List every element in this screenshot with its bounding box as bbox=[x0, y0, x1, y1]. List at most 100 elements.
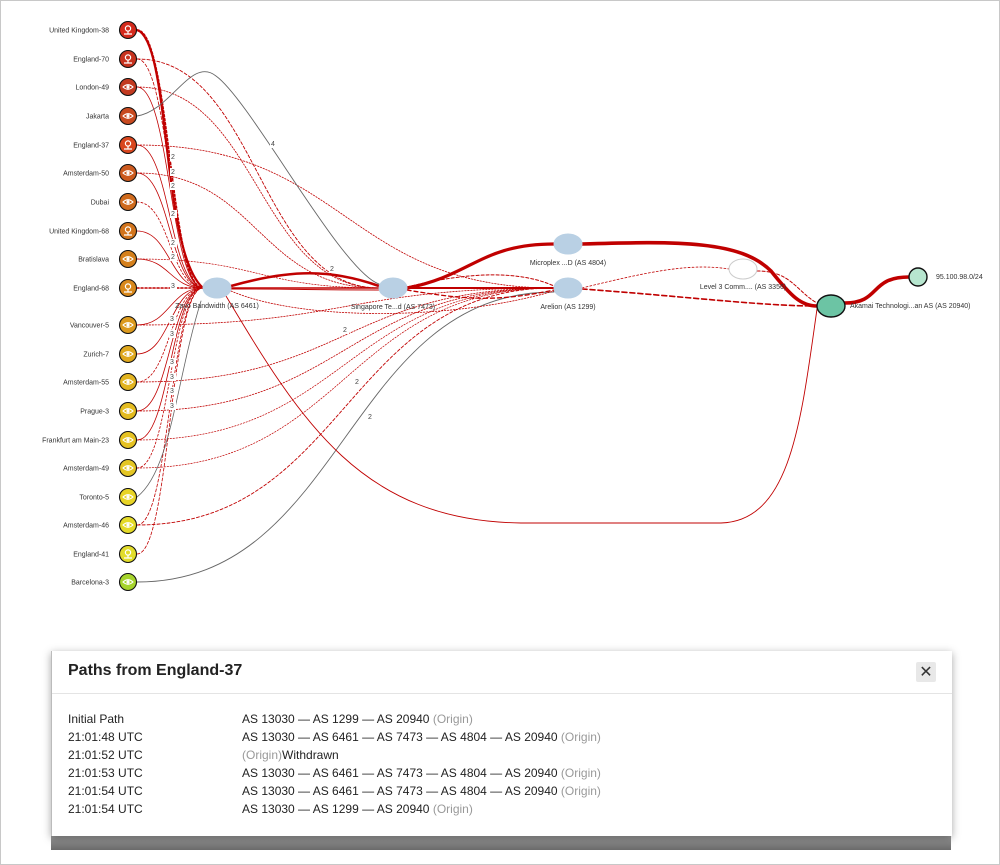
vantage-point[interactable]: United Kingdom-68 bbox=[49, 221, 138, 241]
eye-pupil bbox=[126, 114, 130, 118]
vantage-point[interactable]: London-49 bbox=[76, 77, 138, 97]
vantage-point[interactable]: Zurich-7 bbox=[83, 344, 138, 364]
path-edge bbox=[406, 274, 555, 288]
path-edge bbox=[136, 258, 204, 289]
eye-icon bbox=[122, 437, 134, 443]
eye-icon bbox=[122, 408, 134, 414]
eye-pupil bbox=[126, 200, 130, 204]
eye-outline bbox=[122, 494, 134, 500]
as-node-as1299[interactable]: Arelion (AS 1299) bbox=[540, 277, 596, 311]
vantage-point[interactable]: Vancouver-5 bbox=[70, 315, 138, 335]
eye-pupil bbox=[126, 409, 130, 413]
path-row: 21:01:48 UTC AS 13030 — AS 6461 — AS 7473… bbox=[68, 730, 928, 748]
edge-label: 3 bbox=[170, 388, 174, 395]
path-row: 21:01:54 UTC AS 13030 — AS 1299 — AS 2094… bbox=[68, 802, 928, 820]
vantage-point[interactable]: England-70 bbox=[73, 49, 138, 69]
vantage-point[interactable]: England-37 bbox=[73, 135, 138, 155]
edge-label-bg bbox=[367, 413, 374, 421]
path-edge bbox=[136, 258, 380, 289]
eye-outline bbox=[122, 408, 134, 414]
path-edge bbox=[581, 288, 818, 307]
edge-label: 2 bbox=[343, 327, 347, 334]
vantage-point[interactable]: Barcelona-3 bbox=[71, 572, 138, 592]
panel-header: Paths from England-37 ✕ bbox=[52, 651, 952, 694]
eye-pupil bbox=[126, 257, 130, 261]
path-edge bbox=[756, 270, 818, 304]
vantage-point[interactable]: England-68 bbox=[73, 278, 138, 298]
edge-label-bg bbox=[169, 330, 176, 338]
as-node-shape bbox=[553, 233, 583, 255]
pin-icon bbox=[124, 549, 132, 559]
vantage-point[interactable]: Jakarta bbox=[86, 106, 138, 126]
edge-label-bg bbox=[170, 282, 177, 290]
close-button[interactable]: ✕ bbox=[916, 662, 936, 682]
edge-label-bg bbox=[169, 358, 176, 366]
panel-title: Paths from England-37 bbox=[68, 662, 243, 679]
vantage-label: England-70 bbox=[73, 57, 109, 64]
path-edge bbox=[136, 287, 204, 469]
vantage-label: Barcelona-3 bbox=[71, 580, 109, 587]
eye-pupil bbox=[126, 466, 130, 470]
eye-outline bbox=[122, 379, 134, 385]
as-node-label: Zayo Bandwidth (AS 6461) bbox=[175, 303, 259, 310]
eye-icon bbox=[122, 84, 134, 90]
eye-outline bbox=[122, 351, 134, 357]
as-node-as7473[interactable]: Singapore Te...d (AS 7473) bbox=[351, 277, 435, 311]
path-edge bbox=[136, 287, 555, 469]
eye-pupil bbox=[126, 85, 130, 89]
row-path-group: AS 13030 — AS 6461 — AS 7473 — AS 4804 —… bbox=[242, 784, 601, 798]
vantage-marker bbox=[118, 544, 138, 564]
panel-shadow bbox=[51, 836, 951, 850]
as-node-shape bbox=[816, 294, 846, 318]
as-node-as20940[interactable]: Akamai Technologi...an AS (AS 20940) bbox=[816, 294, 971, 318]
eye-icon bbox=[122, 351, 134, 357]
eye-pupil bbox=[126, 438, 130, 442]
path-edge bbox=[580, 240, 819, 308]
path-row: 21:01:52 UTC (Origin)Withdrawn bbox=[68, 748, 928, 766]
vantage-point[interactable]: Dubai bbox=[91, 192, 138, 212]
path-edge bbox=[136, 287, 204, 555]
vantage-point[interactable]: Toronto-5 bbox=[79, 487, 138, 507]
path-edge bbox=[136, 144, 555, 289]
vantage-point[interactable]: Amsterdam-50 bbox=[63, 163, 138, 183]
edge-label-bg bbox=[169, 402, 176, 410]
eye-icon bbox=[122, 522, 134, 528]
row-origin: (Origin) bbox=[560, 766, 601, 780]
vantage-point[interactable]: Amsterdam-55 bbox=[63, 372, 138, 392]
pin-base bbox=[124, 60, 132, 64]
eye-outline bbox=[122, 84, 134, 90]
path-row: 21:01:53 UTC AS 13030 — AS 6461 — AS 7473… bbox=[68, 766, 928, 784]
vantage-label: Vancouver-5 bbox=[70, 323, 109, 330]
as-node-as4804[interactable]: Microplex ...D (AS 4804) bbox=[530, 233, 606, 267]
as-node-as3356[interactable]: Level 3 Comm.... (AS 3356) bbox=[700, 258, 786, 291]
vantage-point[interactable]: United Kingdom-38 bbox=[49, 20, 138, 40]
path-edge bbox=[405, 242, 556, 290]
row-path-group: AS 13030 — AS 6461 — AS 7473 — AS 4804 —… bbox=[242, 730, 601, 744]
eye-outline bbox=[122, 199, 134, 205]
path-edge bbox=[136, 172, 204, 289]
edge-label: 2 bbox=[355, 379, 359, 386]
eye-outline bbox=[122, 322, 134, 328]
row-time: 21:01:48 UTC bbox=[68, 730, 143, 744]
vantage-point[interactable]: Amsterdam-49 bbox=[63, 458, 138, 478]
vantage-point[interactable]: Bratislava bbox=[78, 249, 138, 269]
as-node-prefix[interactable]: 95.100.98.0/24 bbox=[908, 267, 983, 287]
vantage-point[interactable]: Prague-3 bbox=[80, 401, 138, 421]
edge-label-bg bbox=[170, 239, 177, 247]
as-node-as6461[interactable]: Zayo Bandwidth (AS 6461) bbox=[175, 277, 259, 310]
path-history-list: Initial Path AS 13030 — AS 1299 — AS 2094… bbox=[68, 712, 928, 820]
row-time: 21:01:54 UTC bbox=[68, 802, 143, 816]
edge-label-bg bbox=[170, 153, 177, 161]
vantage-point[interactable]: Frankfurt am Main-23 bbox=[42, 430, 138, 450]
vantage-label: Frankfurt am Main-23 bbox=[42, 438, 109, 445]
edge-label: 3 bbox=[170, 403, 174, 410]
path-edge bbox=[843, 275, 911, 305]
vantage-point[interactable]: England-41 bbox=[73, 544, 138, 564]
edge-label: 2 bbox=[171, 183, 175, 190]
row-origin: (Origin) bbox=[560, 730, 601, 744]
path-edge bbox=[136, 172, 380, 289]
vantage-point[interactable]: Amsterdam-46 bbox=[63, 515, 138, 535]
edge-label: 2 bbox=[171, 169, 175, 176]
